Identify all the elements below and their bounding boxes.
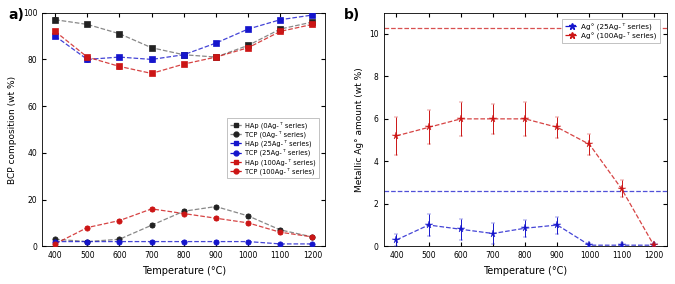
X-axis label: Temperature (°C): Temperature (°C)	[142, 266, 226, 276]
Text: a): a)	[8, 8, 24, 22]
Legend: HAp (0Ag- ᵀ series), TCP (0Ag- ᵀ series), HAp (25Ag- ᵀ series), TCP (25Ag- ᵀ ser: HAp (0Ag- ᵀ series), TCP (0Ag- ᵀ series)…	[227, 118, 319, 178]
Text: b): b)	[344, 8, 360, 22]
X-axis label: Temperature (°C): Temperature (°C)	[483, 266, 567, 276]
Y-axis label: Metallic Ag° amount (wt %): Metallic Ag° amount (wt %)	[354, 67, 364, 192]
Y-axis label: BCP composition (wt %): BCP composition (wt %)	[8, 76, 18, 183]
Legend: Ag° (25Ag- ᵀ series), Ag° (100Ag- ᵀ series): Ag° (25Ag- ᵀ series), Ag° (100Ag- ᵀ seri…	[562, 19, 660, 43]
